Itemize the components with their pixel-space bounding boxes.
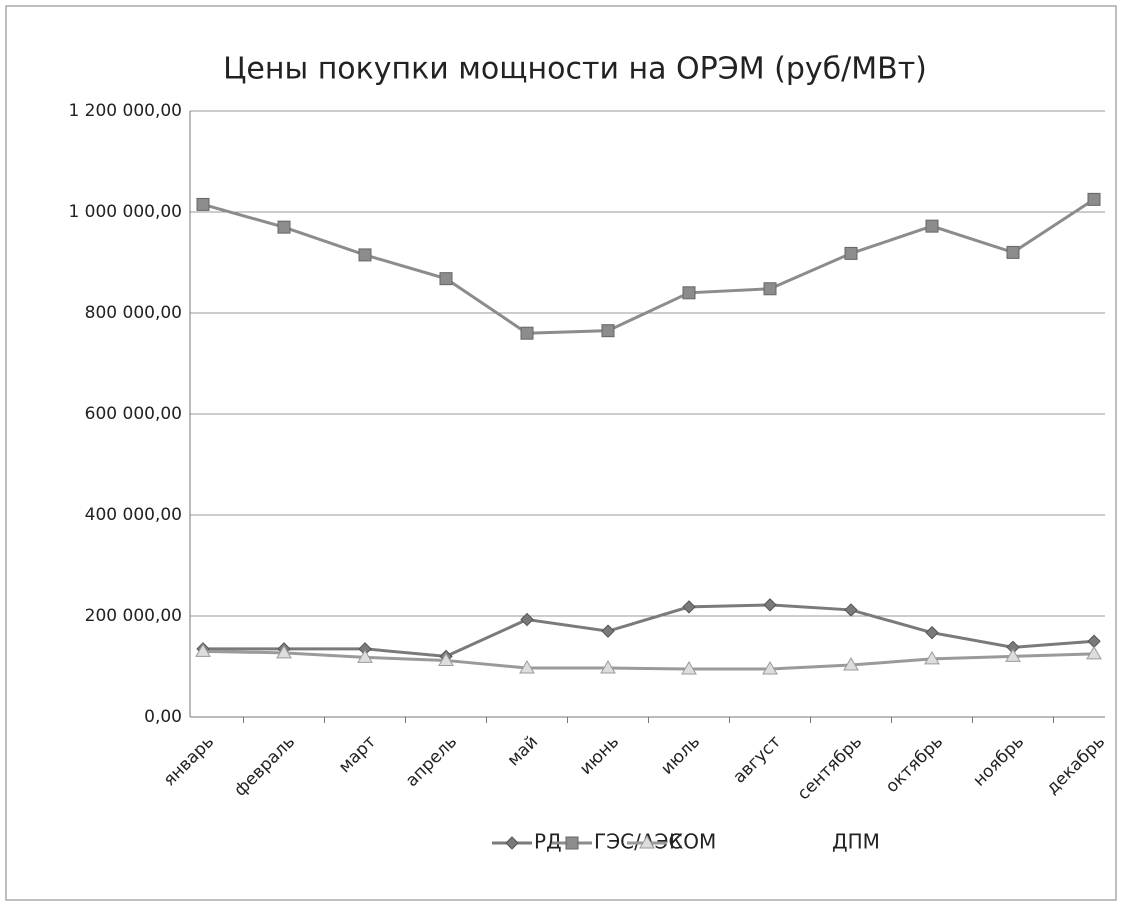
marker: [1006, 245, 1020, 259]
marker: [925, 219, 939, 233]
y-tick-label: 600 000,00: [85, 404, 182, 424]
series-line: [202, 198, 1095, 335]
marker: [196, 197, 210, 211]
marker: [1087, 192, 1101, 206]
marker: [438, 652, 454, 666]
y-tick-label: 1 200 000,00: [68, 101, 182, 121]
legend-marker: [505, 836, 519, 850]
marker: [195, 643, 211, 657]
legend-marker: [639, 835, 655, 849]
chart-border: [5, 5, 1117, 901]
y-tick-label: 1 000 000,00: [68, 202, 182, 222]
marker: [844, 246, 858, 260]
marker: [601, 624, 615, 638]
marker: [681, 661, 697, 675]
y-tick-label: 400 000,00: [85, 505, 182, 525]
y-tick-label: 200 000,00: [85, 606, 182, 626]
marker: [682, 286, 696, 300]
marker: [358, 248, 372, 262]
marker: [357, 649, 373, 663]
series-line: [202, 649, 1095, 671]
marker: [844, 603, 858, 617]
marker: [762, 661, 778, 675]
marker: [843, 656, 859, 671]
marker: [682, 600, 696, 614]
legend-label: ДПМ: [832, 830, 880, 854]
marker: [519, 660, 535, 674]
marker: [276, 644, 292, 659]
marker: [439, 272, 453, 286]
marker: [925, 625, 939, 640]
series-line: [203, 603, 1095, 658]
y-tick-label: 800 000,00: [85, 303, 182, 323]
chart-title: Цены покупки мощности на ОРЭМ (руб/МВт): [223, 52, 927, 87]
marker: [924, 650, 940, 665]
y-tick-label: 0,00: [144, 707, 182, 727]
marker: [520, 326, 534, 340]
marker: [601, 324, 615, 338]
marker: [520, 612, 534, 627]
marker: [763, 598, 777, 612]
legend-label: КОМ: [669, 830, 716, 854]
marker: [1086, 645, 1102, 660]
legend-marker: [565, 836, 579, 850]
marker: [763, 282, 777, 296]
marker: [600, 660, 616, 674]
marker: [1005, 648, 1021, 662]
marker: [277, 220, 291, 234]
